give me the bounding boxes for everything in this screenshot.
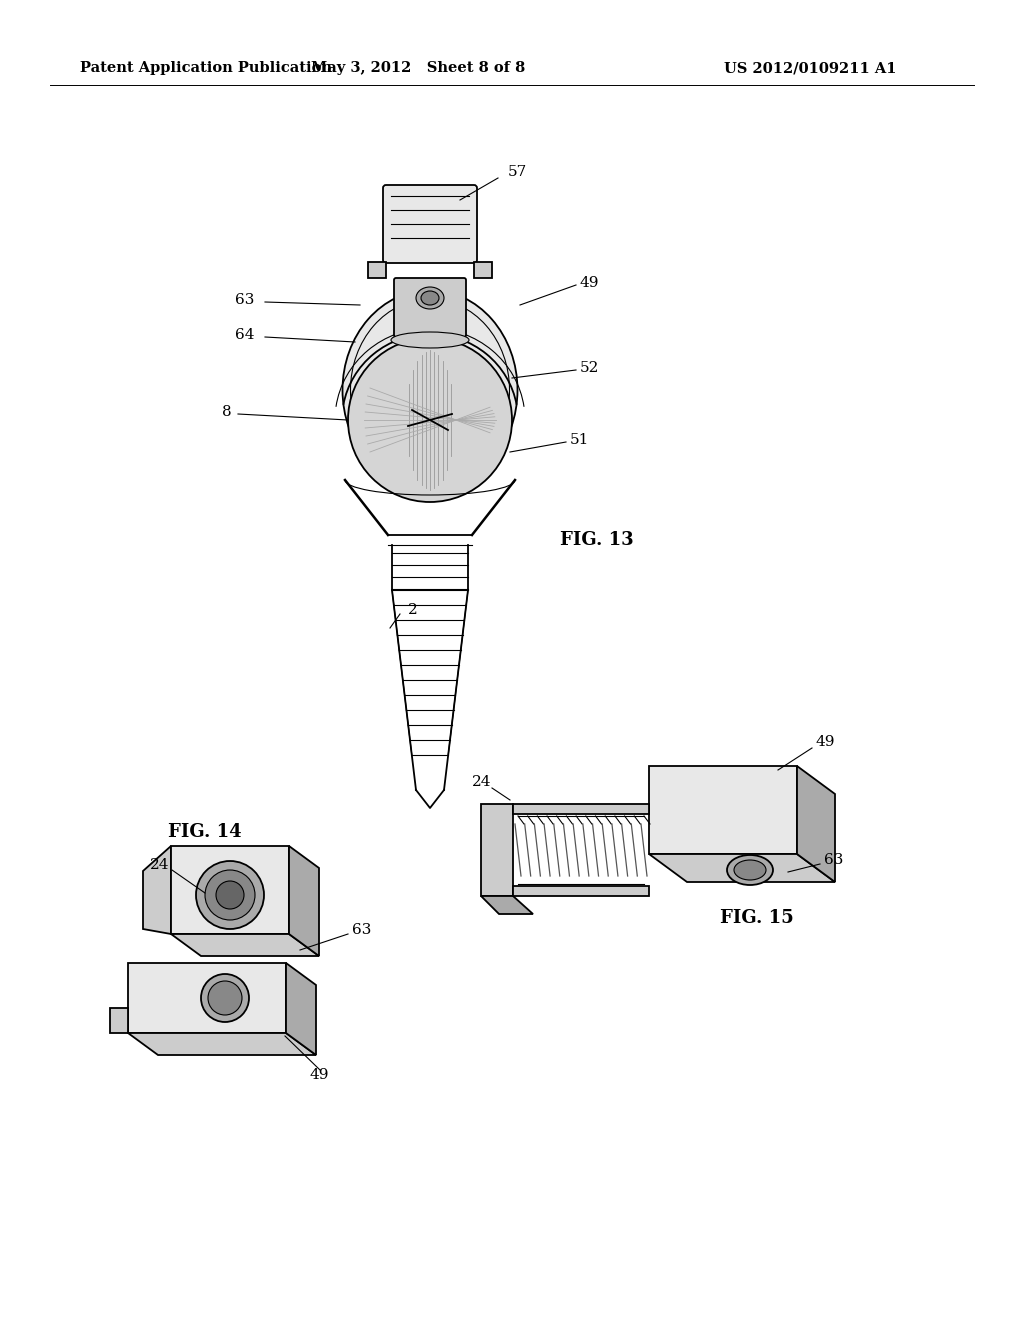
- Polygon shape: [171, 935, 319, 956]
- Text: 52: 52: [580, 360, 599, 375]
- Ellipse shape: [208, 981, 242, 1015]
- Ellipse shape: [205, 870, 255, 920]
- Ellipse shape: [216, 880, 244, 909]
- Text: 49: 49: [816, 735, 836, 748]
- Polygon shape: [649, 854, 835, 882]
- Text: Patent Application Publication: Patent Application Publication: [80, 61, 332, 75]
- Text: 57: 57: [508, 165, 527, 180]
- Polygon shape: [143, 846, 171, 935]
- Ellipse shape: [416, 286, 444, 309]
- Text: FIG. 15: FIG. 15: [720, 909, 794, 927]
- Text: 49: 49: [310, 1068, 330, 1082]
- FancyBboxPatch shape: [383, 185, 477, 263]
- Polygon shape: [368, 261, 386, 279]
- Polygon shape: [481, 804, 513, 896]
- FancyBboxPatch shape: [394, 279, 466, 337]
- Ellipse shape: [348, 338, 512, 502]
- Polygon shape: [649, 766, 797, 854]
- Polygon shape: [797, 766, 835, 882]
- Text: May 3, 2012   Sheet 8 of 8: May 3, 2012 Sheet 8 of 8: [311, 61, 525, 75]
- Polygon shape: [128, 964, 286, 1034]
- Polygon shape: [513, 886, 649, 896]
- Polygon shape: [481, 896, 534, 913]
- Ellipse shape: [391, 333, 469, 348]
- Text: 24: 24: [150, 858, 170, 873]
- Text: 63: 63: [824, 853, 844, 867]
- Polygon shape: [171, 846, 289, 935]
- Polygon shape: [286, 964, 316, 1055]
- Text: FIG. 13: FIG. 13: [560, 531, 634, 549]
- Text: 8: 8: [222, 405, 231, 418]
- Text: 24: 24: [472, 775, 492, 789]
- Text: 63: 63: [352, 923, 372, 937]
- Ellipse shape: [734, 861, 766, 880]
- Ellipse shape: [421, 290, 439, 305]
- Text: 64: 64: [234, 327, 255, 342]
- Ellipse shape: [342, 290, 517, 490]
- Text: 49: 49: [580, 276, 599, 290]
- Polygon shape: [474, 261, 492, 279]
- Ellipse shape: [727, 855, 773, 884]
- Ellipse shape: [196, 861, 264, 929]
- Ellipse shape: [201, 974, 249, 1022]
- Text: 2: 2: [408, 603, 418, 616]
- Text: FIG. 14: FIG. 14: [168, 822, 242, 841]
- Polygon shape: [110, 1008, 128, 1034]
- Polygon shape: [289, 846, 319, 956]
- Text: 63: 63: [234, 293, 254, 308]
- Text: US 2012/0109211 A1: US 2012/0109211 A1: [724, 61, 896, 75]
- Text: 51: 51: [570, 433, 590, 447]
- Polygon shape: [513, 804, 649, 814]
- Polygon shape: [128, 1034, 316, 1055]
